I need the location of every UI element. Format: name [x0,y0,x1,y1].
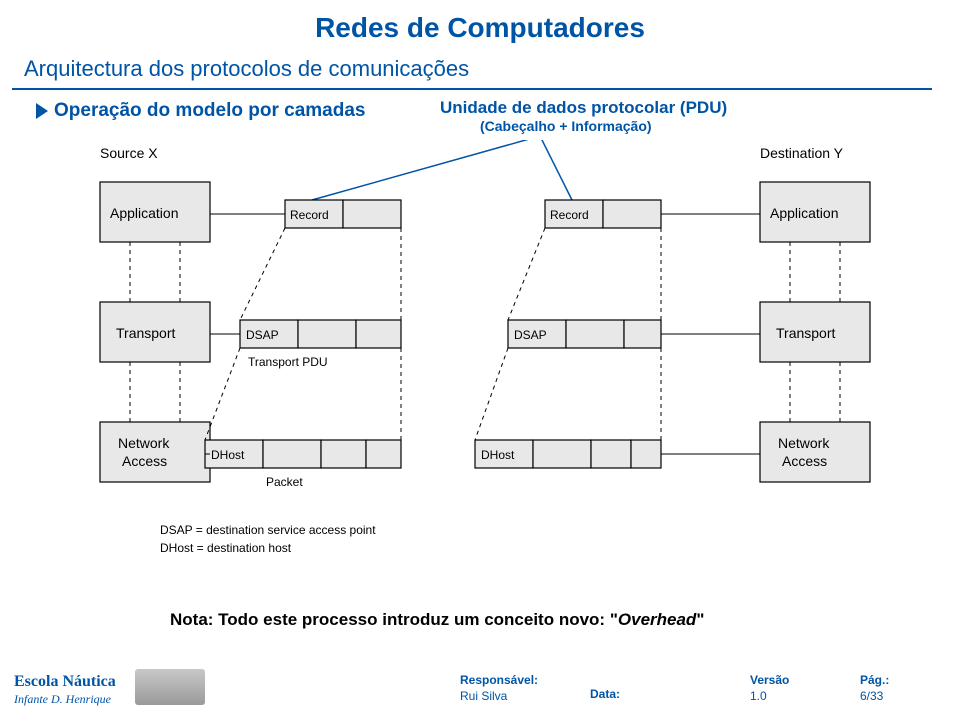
logo-image-placeholder [135,669,205,705]
left-network-label-2: Access [122,453,167,469]
logo-main: Escola Náutica [14,673,116,691]
page-title: Redes de Computadores [0,12,960,44]
data-label: Data: [590,687,620,701]
footnote-dhost: DHost = destination host [160,541,292,555]
protocol-diagram: Source X Destination Y Application Trans… [60,140,880,570]
note-quote-open: " [610,610,618,629]
packet-label: Packet [266,475,303,489]
right-stack: Application Transport Network Access [760,182,870,482]
note-term: Overhead [618,610,696,629]
pag-value: 6/33 [860,689,889,703]
right-record-label: Record [550,208,589,222]
transport-pdu-label: Transport PDU [248,355,328,369]
responsavel-label: Responsável: [460,673,538,687]
right-transport-label: Transport [776,325,836,341]
right-network-label-1: Network [778,435,830,451]
left-pdus: Record DSAP Transport PDU DHost Packet [205,200,401,489]
note-prefix: Nota: Todo este processo introduz um con… [170,610,610,629]
right-network-label-2: Access [782,453,827,469]
right-dsap-label: DSAP [514,328,547,342]
pag-label: Pág.: [860,673,889,687]
right-dhost-label: DHost [481,448,515,462]
versao-value: 1.0 [750,689,789,703]
footer-pag: Pág.: 6/33 [860,673,889,703]
left-record-label: Record [290,208,329,222]
source-label: Source X [100,145,158,161]
logo-main-text: Escola Náutica [14,673,116,690]
logo-sub: Infante D. Henrique [14,692,111,707]
left-transport-label: Transport [116,325,176,341]
annotation-pointer-lines [312,140,572,200]
right-application-label: Application [770,205,839,221]
footnote-dsap: DSAP = destination service access point [160,523,376,537]
pdu-annotation-sub: (Cabeçalho + Informação) [480,118,727,134]
pdu-annotation-main: Unidade de dados protocolar (PDU) [440,98,727,117]
overhead-note: Nota: Todo este processo introduz um con… [170,610,704,630]
left-dsap-label: DSAP [246,328,279,342]
versao-label: Versão [750,673,789,687]
separator-line [12,88,932,90]
left-dhost-label: DHost [211,448,245,462]
note-quote-close: " [696,610,704,629]
footer-responsavel: Responsável: Rui Silva [460,673,538,703]
dest-label: Destination Y [760,145,844,161]
footer-versao: Versão 1.0 [750,673,789,703]
subtitle: Arquitectura dos protocolos de comunicaç… [24,56,469,82]
bullet-text: Operação do modelo por camadas [54,100,365,121]
right-pdus: Record DSAP DHost [475,200,661,468]
bullet-triangle-icon [36,103,48,119]
footer: Escola Náutica Infante D. Henrique Respo… [0,655,960,711]
left-application-label: Application [110,205,179,221]
bullet-operation: Operação do modelo por camadas [36,100,365,122]
pdu-annotation: Unidade de dados protocolar (PDU) (Cabeç… [440,98,727,134]
left-stack: Application Transport Network Access [100,182,210,482]
footer-data: Data: [590,687,620,703]
left-network-label-1: Network [118,435,170,451]
responsavel-value: Rui Silva [460,689,538,703]
